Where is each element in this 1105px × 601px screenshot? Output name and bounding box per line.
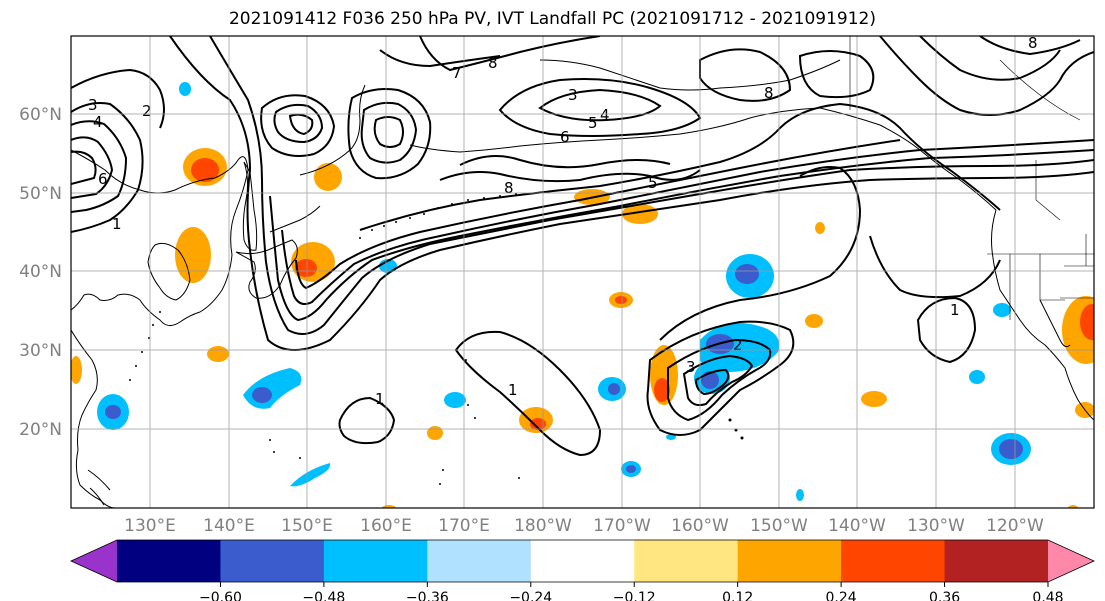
map-frame-bg <box>71 36 1094 508</box>
lon-label: 180°W <box>514 516 572 536</box>
contour-label: 6 <box>98 170 108 188</box>
lat-label: 60°N <box>19 105 62 125</box>
graticule <box>71 36 1094 508</box>
contour-label: 3 <box>568 86 578 104</box>
colorbar-segment <box>323 540 428 582</box>
colorbar-segment <box>634 540 739 582</box>
contour-label: 8 <box>504 179 514 197</box>
colorbar-tick-label: −0.24 <box>509 590 552 601</box>
colorbar-segment <box>944 540 1049 582</box>
lat-label: 30°N <box>19 341 62 361</box>
pv-positive-area <box>71 356 82 384</box>
contour-label: 8 <box>764 84 774 102</box>
colorbar-segment <box>737 540 842 582</box>
coastlines <box>71 59 1094 508</box>
colorbar-tick-label: 0.24 <box>826 590 857 601</box>
colorbar: −0.60 −0.48 −0.36 −0.24 −0.12 0.12 0.24 0.36 0.4… <box>70 539 1095 601</box>
contour-label: 2 <box>733 336 743 354</box>
lat-label: 50°N <box>19 184 62 204</box>
colorbar-segment <box>427 540 532 582</box>
colorbar-extend-min <box>71 540 117 582</box>
map-content: 8 8 8 8 7 6 6 5 5 4 4 3 3 3 2 2 1 1 1 1 <box>71 34 1094 508</box>
colorbar-tick-label: 0.12 <box>722 590 753 601</box>
lon-label: 170°E <box>438 516 490 536</box>
map-frame <box>70 35 1095 509</box>
pv-positive-area <box>314 163 342 191</box>
colorbar-tick-label: 0.36 <box>929 590 960 601</box>
lon-label: 130°E <box>124 516 176 536</box>
contour-label: 1 <box>508 381 518 399</box>
contour-label: 3 <box>686 358 696 376</box>
lon-label: 150°W <box>750 516 808 536</box>
colorbar-segment <box>220 540 325 582</box>
pv-positive-area <box>207 346 229 362</box>
pv-positive-area <box>622 204 658 224</box>
pv-negative-area <box>179 82 191 96</box>
pv-positive-area <box>805 314 823 328</box>
lon-label: 160°E <box>360 516 412 536</box>
contour-label: 5 <box>588 114 598 132</box>
contour-label: 1 <box>112 215 122 233</box>
contour-label: 1 <box>375 390 385 408</box>
lat-label: 40°N <box>19 262 62 282</box>
contour-label: 7 <box>452 64 462 82</box>
ivt-contours <box>71 36 1094 457</box>
longitude-labels: 130°E 140°E 150°E 160°E 170°E 180°W 170°… <box>124 516 1044 536</box>
contour-label: 4 <box>93 113 103 131</box>
pv-positive-area <box>861 391 887 407</box>
pv-positive-area <box>815 222 825 234</box>
pv-positive-area <box>427 426 443 440</box>
lon-label: 140°E <box>203 516 255 536</box>
colorbar-tick-label: −0.48 <box>302 590 345 601</box>
pv-negative-area <box>290 463 331 487</box>
latitude-labels: 60°N 50°N 40°N 30°N 20°N <box>19 105 62 440</box>
lon-label: 120°W <box>986 516 1044 536</box>
colorbar-extend-max <box>1048 540 1094 582</box>
colorbar-segment <box>841 540 946 582</box>
colorbar-segment <box>530 540 635 582</box>
lat-label: 20°N <box>19 420 62 440</box>
contour-label: 4 <box>600 106 610 124</box>
ivt-contour-labels: 8 8 8 8 7 6 6 5 5 4 4 3 3 3 2 2 1 1 1 1 <box>88 34 1038 408</box>
lon-label: 140°W <box>828 516 886 536</box>
colorbar-tick-label: 0.48 <box>1032 590 1063 601</box>
lon-label: 130°W <box>907 516 965 536</box>
contour-label: 5 <box>648 174 658 192</box>
map-title: 2021091412 F036 250 hPa PV, IVT Landfall… <box>228 9 876 29</box>
contour-label: 3 <box>88 96 98 114</box>
pv-negative-area <box>969 370 985 384</box>
contour-label: 2 <box>142 102 152 120</box>
colorbar-outline <box>70 539 1095 583</box>
island-chains <box>129 193 744 485</box>
lon-label: 170°W <box>593 516 651 536</box>
pv-negative-area <box>993 303 1011 317</box>
contour-label: 1 <box>950 301 960 319</box>
pv-positive-area <box>175 227 211 283</box>
contour-label: 6 <box>560 128 570 146</box>
contour-label: 8 <box>1028 34 1038 52</box>
colorbar-segment <box>117 540 221 582</box>
colorbar-tick-label: −0.12 <box>613 590 656 601</box>
contour-label: 8 <box>488 54 498 72</box>
colorbar-tick-label: −0.36 <box>406 590 449 601</box>
pv-negative-area <box>444 392 466 408</box>
colorbar-tick-label: −0.60 <box>199 590 242 601</box>
lon-label: 150°E <box>281 516 333 536</box>
lon-label: 160°W <box>671 516 729 536</box>
